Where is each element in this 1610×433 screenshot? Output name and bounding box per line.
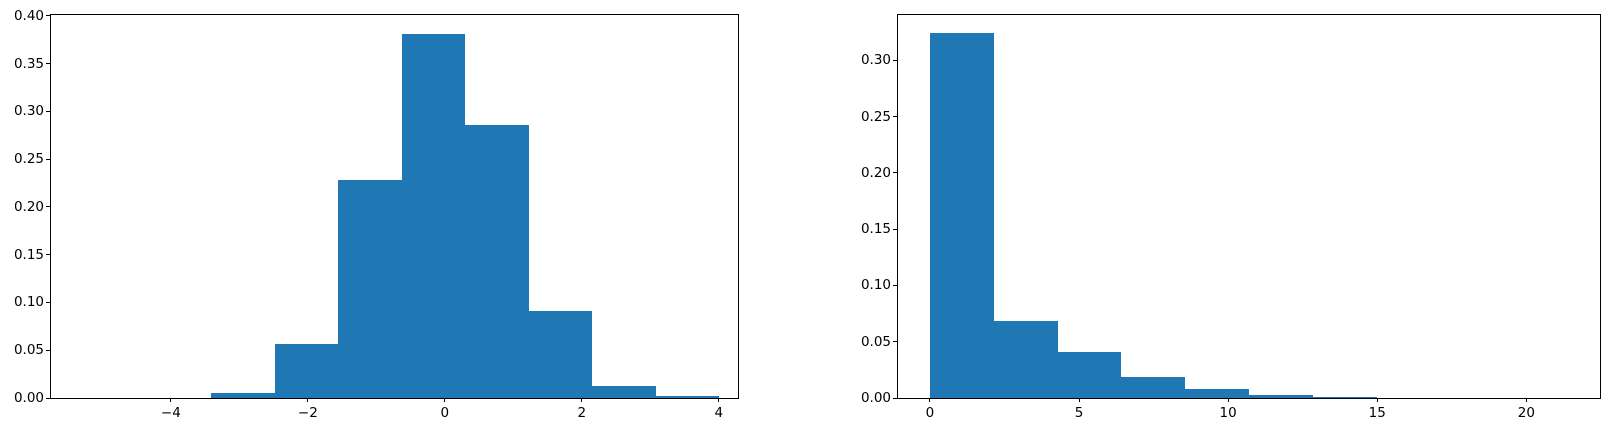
y-tick — [46, 158, 50, 160]
y-tick — [46, 254, 50, 256]
x-tick — [1376, 398, 1378, 402]
x-tick-label: 0 — [925, 405, 935, 421]
y-tick-label: 0.15 — [860, 221, 891, 238]
y-tick — [46, 15, 50, 17]
x-tick-label: −2 — [297, 405, 318, 421]
y-tick-label: 0.35 — [13, 55, 44, 72]
histogram-bar — [1312, 396, 1377, 398]
histogram-bar — [338, 180, 402, 398]
y-tick — [893, 341, 897, 343]
x-tick — [444, 398, 446, 402]
y-tick — [893, 172, 897, 174]
y-tick-label: 0.30 — [860, 52, 891, 69]
y-tick — [46, 301, 50, 303]
y-tick-label: 0.00 — [13, 390, 44, 406]
x-tick — [929, 398, 931, 402]
histogram-bar — [1249, 395, 1313, 398]
y-tick — [46, 110, 50, 112]
y-tick-label: 0.00 — [860, 390, 891, 406]
y-tick-label: 0.05 — [13, 342, 44, 359]
histogram-bar — [1185, 389, 1249, 398]
y-tick-label: 0.15 — [13, 246, 44, 263]
left-histogram-axes: −4 −2 0 2 4 0.00 0.05 0.10 0.15 0.20 0.25 0.30 0.35 0… — [14, 8, 739, 421]
histogram-bar — [528, 311, 593, 398]
histogram-bar — [929, 33, 994, 398]
x-tick-label: 20 — [1517, 405, 1535, 421]
x-tick-label: 4 — [714, 405, 724, 421]
y-tick-label: 0.30 — [13, 103, 44, 120]
x-tick-label: 5 — [1074, 405, 1084, 421]
x-tick — [1525, 398, 1527, 402]
y-tick-label: 0.25 — [13, 151, 44, 168]
y-tick — [46, 397, 50, 399]
y-tick — [893, 284, 897, 286]
x-tick — [718, 398, 720, 402]
histogram-bar — [401, 34, 466, 398]
x-tick-label: 2 — [577, 405, 587, 421]
histogram-bar — [655, 396, 720, 398]
y-tick-label: 0.20 — [860, 164, 891, 181]
histogram-bar — [592, 385, 656, 398]
x-tick-label: 15 — [1368, 405, 1386, 421]
y-tick — [893, 397, 897, 399]
x-tick — [581, 398, 583, 402]
histogram-bar — [274, 343, 339, 398]
y-tick — [893, 116, 897, 118]
x-tick-label: 0 — [440, 405, 450, 421]
y-tick-label: 0.10 — [13, 294, 44, 311]
right-histogram-axes: 0 5 10 15 20 0.00 0.05 0.10 0.15 0.20 0.25 0.30 — [861, 14, 1601, 421]
y-tick-label: 0.10 — [860, 277, 891, 294]
y-tick — [46, 206, 50, 208]
y-tick — [893, 228, 897, 230]
x-tick — [170, 398, 172, 402]
y-tick-label: 0.05 — [860, 333, 891, 350]
x-tick — [1078, 398, 1080, 402]
histogram-bar — [1121, 377, 1186, 398]
y-tick-label: 0.25 — [860, 108, 891, 125]
y-tick — [46, 63, 50, 65]
histogram-bar — [211, 393, 275, 398]
histogram-bar — [993, 321, 1058, 398]
histogram-bar — [1057, 351, 1122, 398]
histogram-bar — [465, 124, 529, 398]
y-tick-label: 0.40 — [13, 7, 44, 24]
x-tick — [307, 398, 309, 402]
y-tick-label: 0.20 — [13, 198, 44, 215]
x-tick-label: 10 — [1219, 405, 1237, 421]
x-tick — [1227, 398, 1229, 402]
y-tick — [46, 349, 50, 351]
y-tick — [893, 59, 897, 61]
x-tick-label: −4 — [160, 405, 181, 421]
